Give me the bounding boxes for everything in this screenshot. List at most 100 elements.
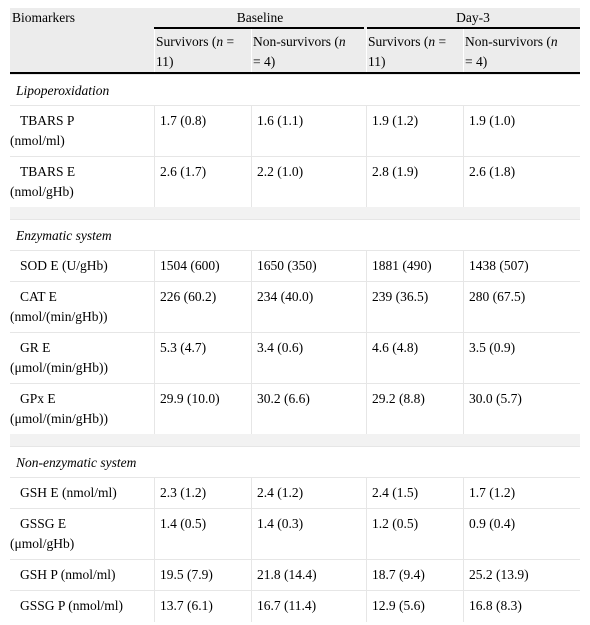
section-spacer <box>10 207 580 219</box>
value-baseline-survivors: 5.3 (4.7) <box>160 340 207 355</box>
column-divider <box>251 560 252 591</box>
value-day3-survivors: 29.2 (8.8) <box>372 391 425 406</box>
table-row: GR E (μmol/(min/gHb)) 5.3 (4.7) 3.4 (0.6) 4.… <box>10 332 580 384</box>
subheader-text: Non-survivors ( <box>465 34 551 49</box>
section-title: Lipoperoxidation <box>16 83 110 98</box>
value-day3-survivors: 1.9 (1.2) <box>372 113 419 128</box>
value-day3-non-survivors: 3.5 (0.9) <box>469 340 516 355</box>
value-day3-survivors: 1.2 (0.5) <box>372 516 419 531</box>
subheader-line1: Non-survivors (n <box>465 32 558 52</box>
subheader-text: = <box>223 34 235 49</box>
section-header: Lipoperoxidation <box>10 74 580 106</box>
section-title: Non-enzymatic system <box>16 455 137 470</box>
value-baseline-non-survivors: 234 (40.0) <box>257 289 314 304</box>
subheader-variable: n <box>550 34 558 49</box>
header-separator <box>154 29 155 72</box>
value-day3-non-survivors: 25.2 (13.9) <box>469 567 529 582</box>
biomarker-name-line1: CAT E <box>20 289 57 304</box>
column-divider <box>251 333 252 384</box>
value-baseline-non-survivors: 1.4 (0.3) <box>257 516 304 531</box>
biomarker-name-line1: GSSG P (nmol/ml) <box>20 598 124 613</box>
column-divider <box>154 157 155 208</box>
header-baseline: Baseline <box>236 10 284 25</box>
column-divider <box>463 251 464 282</box>
column-divider <box>463 478 464 509</box>
biomarker-name-line2: (nmol/ml) <box>10 133 65 148</box>
column-divider <box>251 251 252 282</box>
header-bottom-rule <box>10 72 580 74</box>
subheader-line1: Survivors (n = <box>156 32 234 52</box>
biomarker-name-line1: GR E <box>20 340 51 355</box>
biomarker-name: TBARS P (nmol/ml) <box>10 111 74 151</box>
column-divider <box>251 157 252 208</box>
value-day3-survivors: 18.7 (9.4) <box>372 567 425 582</box>
column-divider <box>251 478 252 509</box>
table-row: TBARS E (nmol/gHb) 2.6 (1.7) 2.2 (1.0) 2.8 (… <box>10 156 580 208</box>
column-divider <box>366 560 367 591</box>
value-baseline-survivors: 226 (60.2) <box>160 289 217 304</box>
column-divider <box>463 157 464 208</box>
header-separator <box>251 29 252 72</box>
value-baseline-survivors: 1.4 (0.5) <box>160 516 207 531</box>
subheader-line2: 11) <box>368 54 386 69</box>
column-divider <box>154 478 155 509</box>
subheader-text: Survivors ( <box>368 34 429 49</box>
value-day3-survivors: 1881 (490) <box>372 258 432 273</box>
value-baseline-survivors: 1.7 (0.8) <box>160 113 207 128</box>
header-biomarkers: Biomarkers <box>12 10 75 25</box>
column-divider <box>251 384 252 435</box>
value-baseline-survivors: 2.3 (1.2) <box>160 485 207 500</box>
value-day3-survivors: 239 (36.5) <box>372 289 429 304</box>
biomarker-name: GSH E (nmol/ml) <box>16 483 117 503</box>
column-divider <box>366 478 367 509</box>
value-baseline-survivors: 1504 (600) <box>160 258 220 273</box>
column-divider <box>366 333 367 384</box>
value-day3-non-survivors: 30.0 (5.7) <box>469 391 522 406</box>
value-day3-non-survivors: 2.6 (1.8) <box>469 164 516 179</box>
biomarker-name: TBARS E (nmol/gHb) <box>10 162 76 202</box>
table-header: Biomarkers Baseline Day-3 Survivors (n =… <box>10 8 580 74</box>
biomarker-name: GSH P (nmol/ml) <box>16 565 116 585</box>
subheader-day3-survivors: Survivors (n = 11) <box>368 32 446 72</box>
biomarker-name: GSSG P (nmol/ml) <box>16 596 123 616</box>
biomarker-name-line1: GSH P (nmol/ml) <box>20 567 116 582</box>
table-row: GSSG E (μmol/gHb) 1.4 (0.5) 1.4 (0.3) 1.2 (0… <box>10 508 580 560</box>
header-separator <box>463 29 464 72</box>
column-divider <box>463 384 464 435</box>
column-divider <box>251 509 252 560</box>
header-separator <box>366 29 367 72</box>
subheader-text: = <box>435 34 447 49</box>
column-divider <box>366 106 367 157</box>
value-day3-non-survivors: 280 (67.5) <box>469 289 526 304</box>
column-divider <box>251 591 252 622</box>
column-divider <box>154 591 155 622</box>
subheader-baseline-non-survivors: Non-survivors (n = 4) <box>253 32 346 72</box>
column-divider <box>154 560 155 591</box>
column-divider <box>154 509 155 560</box>
column-divider <box>251 282 252 333</box>
subheader-line1: Non-survivors (n <box>253 32 346 52</box>
value-baseline-survivors: 19.5 (7.9) <box>160 567 213 582</box>
column-divider <box>463 333 464 384</box>
column-divider <box>154 106 155 157</box>
biomarker-name-line1: GSSG E <box>20 516 67 531</box>
column-divider <box>463 509 464 560</box>
biomarker-name-line1: TBARS E <box>20 164 76 179</box>
table-row: TBARS P (nmol/ml) 1.7 (0.8) 1.6 (1.1) 1.9 (1… <box>10 105 580 157</box>
column-divider <box>463 106 464 157</box>
subheader-line2: = 4) <box>465 54 488 69</box>
value-baseline-non-survivors: 16.7 (11.4) <box>257 598 317 613</box>
biomarker-name: GSSG E (μmol/gHb) <box>10 514 74 554</box>
table-row: GSSG P (nmol/ml) 13.7 (6.1) 16.7 (11.4) 12.… <box>10 590 580 622</box>
value-day3-survivors: 4.6 (4.8) <box>372 340 419 355</box>
subheader-variable: n <box>338 34 346 49</box>
column-divider <box>463 282 464 333</box>
biomarker-name: GR E (μmol/(min/gHb)) <box>10 338 108 378</box>
column-divider <box>463 560 464 591</box>
value-baseline-survivors: 29.9 (10.0) <box>160 391 220 406</box>
value-baseline-survivors: 13.7 (6.1) <box>160 598 213 613</box>
subheader-text: Non-survivors ( <box>253 34 339 49</box>
header-day3: Day-3 <box>456 10 490 25</box>
column-divider <box>366 251 367 282</box>
value-day3-survivors: 2.8 (1.9) <box>372 164 419 179</box>
